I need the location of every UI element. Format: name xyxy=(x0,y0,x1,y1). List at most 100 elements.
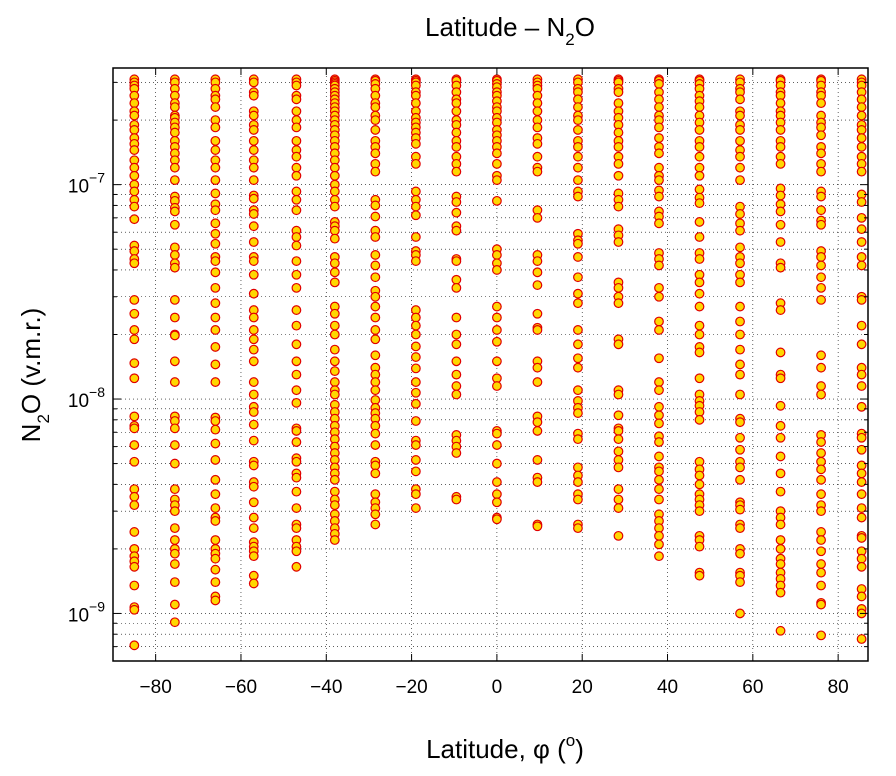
data-point xyxy=(856,489,867,500)
data-point xyxy=(573,494,583,505)
data-point xyxy=(370,200,381,211)
data-point xyxy=(735,504,745,515)
data-point xyxy=(816,260,826,271)
y-axis-label: N2O (v.m.r.) xyxy=(16,308,53,443)
data-point xyxy=(856,503,867,513)
data-point xyxy=(129,325,140,335)
data-point xyxy=(694,125,705,135)
data-point xyxy=(775,400,786,411)
data-point xyxy=(613,389,624,400)
data-point xyxy=(694,170,705,181)
x-tick-label: −40 xyxy=(310,677,342,698)
data-point xyxy=(735,209,745,219)
data-point xyxy=(532,256,543,266)
x-axis-label: Latitude, φ (o) xyxy=(426,731,584,764)
data-point xyxy=(816,527,826,537)
x-axis-label-superscript: o xyxy=(566,731,575,750)
data-point xyxy=(735,474,745,485)
data-point xyxy=(129,295,140,305)
data-point xyxy=(573,434,583,445)
data-point xyxy=(613,339,624,350)
data-point xyxy=(291,135,302,146)
y-ticks: 10−9 10−8 10−7 xyxy=(68,81,868,662)
data-point xyxy=(613,426,624,436)
data-point xyxy=(248,523,259,534)
data-point xyxy=(210,228,221,239)
data-point xyxy=(129,246,140,256)
data-point xyxy=(210,188,221,199)
data-point xyxy=(210,577,221,588)
data-point xyxy=(169,423,180,434)
data-point xyxy=(613,170,624,181)
data-point xyxy=(291,122,302,133)
data-point xyxy=(291,151,302,162)
data-point xyxy=(654,291,664,302)
data-point xyxy=(329,356,340,367)
data-point xyxy=(573,141,583,152)
data-point xyxy=(329,389,340,400)
data-point xyxy=(370,385,381,396)
data-point xyxy=(129,201,140,212)
data-point xyxy=(816,191,826,202)
data-point xyxy=(451,98,462,109)
data-point xyxy=(816,474,826,485)
data-point xyxy=(410,363,421,374)
data-point xyxy=(451,448,462,458)
data-point xyxy=(248,209,259,219)
data-point xyxy=(410,352,421,362)
data-point xyxy=(329,474,340,485)
data-point xyxy=(735,277,745,288)
data-point xyxy=(491,195,502,206)
data-point xyxy=(654,437,664,447)
data-point xyxy=(654,175,664,186)
data-point xyxy=(169,356,180,367)
data-point xyxy=(856,252,867,262)
data-point xyxy=(856,444,867,455)
data-point xyxy=(291,546,302,557)
data-point xyxy=(248,162,259,173)
data-point xyxy=(816,219,826,230)
data-point xyxy=(169,599,180,610)
data-point xyxy=(329,186,340,197)
data-point xyxy=(210,102,221,112)
data-point xyxy=(248,481,259,492)
data-point xyxy=(370,260,381,271)
data-point xyxy=(291,369,302,380)
data-point xyxy=(856,561,867,572)
data-point xyxy=(816,205,826,216)
data-point xyxy=(573,385,583,396)
data-point xyxy=(329,225,340,236)
data-point xyxy=(694,232,705,242)
data-point xyxy=(491,336,502,347)
data-point xyxy=(248,312,259,323)
data-point xyxy=(210,122,221,133)
data-point xyxy=(654,133,664,143)
data-point xyxy=(129,125,140,135)
data-point xyxy=(856,197,867,207)
data-point xyxy=(291,456,302,467)
data-point xyxy=(573,162,583,173)
data-point xyxy=(370,291,381,302)
data-point xyxy=(169,440,180,450)
data-point xyxy=(613,494,624,505)
data-point xyxy=(410,341,421,352)
data-point xyxy=(856,512,867,523)
data-point xyxy=(370,115,381,126)
title-tail: O xyxy=(575,12,595,42)
data-point xyxy=(735,329,745,340)
data-point xyxy=(735,523,745,534)
data-point xyxy=(654,418,664,429)
data-point xyxy=(291,356,302,367)
data-point xyxy=(491,458,502,469)
data-point xyxy=(169,262,180,273)
data-point xyxy=(735,258,745,269)
data-point xyxy=(291,80,302,91)
data-point xyxy=(856,237,867,247)
data-point xyxy=(248,435,259,446)
x-tick-label: 0 xyxy=(492,677,503,698)
data-point xyxy=(573,339,583,350)
data-point xyxy=(694,162,705,173)
data-point xyxy=(169,312,180,323)
data-point xyxy=(129,162,140,173)
data-point xyxy=(613,158,624,169)
